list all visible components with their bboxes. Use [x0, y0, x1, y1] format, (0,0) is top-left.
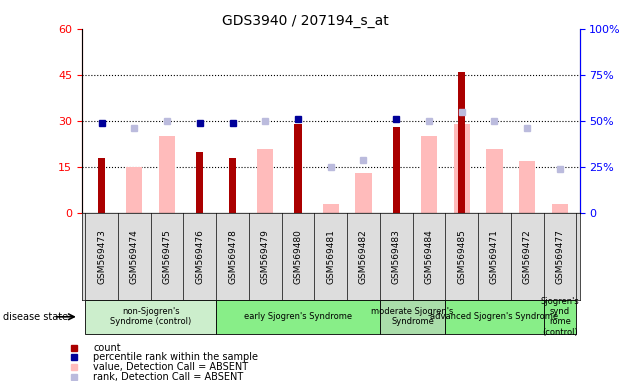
Text: disease state: disease state [3, 312, 68, 322]
Text: GSM569472: GSM569472 [523, 229, 532, 284]
Text: rank, Detection Call = ABSENT: rank, Detection Call = ABSENT [93, 372, 244, 382]
Bar [552, 204, 568, 213]
Text: GSM569481: GSM569481 [326, 229, 335, 284]
Bar [196, 152, 203, 213]
Bar [216, 300, 380, 334]
Text: GSM569471: GSM569471 [490, 229, 499, 284]
Bar [380, 300, 445, 334]
Bar [98, 158, 105, 213]
Text: advanced Sjogren's Syndrome: advanced Sjogren's Syndrome [430, 312, 559, 321]
Text: GSM569478: GSM569478 [228, 229, 237, 284]
Text: non-Sjogren's
Syndrome (control): non-Sjogren's Syndrome (control) [110, 307, 192, 326]
Bar [355, 173, 372, 213]
Bar [85, 300, 216, 334]
Bar [454, 124, 470, 213]
Text: GSM569480: GSM569480 [294, 229, 302, 284]
Text: moderate Sjogren's
Syndrome: moderate Sjogren's Syndrome [372, 307, 454, 326]
Text: value, Detection Call = ABSENT: value, Detection Call = ABSENT [93, 362, 249, 372]
Text: early Sjogren's Syndrome: early Sjogren's Syndrome [244, 312, 352, 321]
Bar [323, 204, 339, 213]
Bar [519, 161, 536, 213]
Text: GSM569476: GSM569476 [195, 229, 204, 284]
Text: GSM569475: GSM569475 [163, 229, 171, 284]
Bar [544, 300, 576, 334]
Text: GSM569482: GSM569482 [359, 229, 368, 284]
Bar [159, 136, 175, 213]
Text: GSM569484: GSM569484 [425, 229, 433, 284]
Bar [421, 136, 437, 213]
Bar [392, 127, 400, 213]
Bar [445, 300, 544, 334]
Title: GDS3940 / 207194_s_at: GDS3940 / 207194_s_at [222, 14, 389, 28]
Text: GSM569477: GSM569477 [556, 229, 564, 284]
Bar [229, 158, 236, 213]
Text: GSM569474: GSM569474 [130, 229, 139, 284]
Text: percentile rank within the sample: percentile rank within the sample [93, 352, 258, 362]
Text: count: count [93, 343, 121, 353]
Bar [458, 72, 466, 213]
Bar [486, 149, 503, 213]
Text: Sjogren's
synd
rome
(control): Sjogren's synd rome (control) [541, 297, 580, 337]
Text: GSM569473: GSM569473 [97, 229, 106, 284]
Text: GSM569479: GSM569479 [261, 229, 270, 284]
Text: GSM569485: GSM569485 [457, 229, 466, 284]
Bar [126, 167, 142, 213]
Bar [294, 124, 302, 213]
Text: GSM569483: GSM569483 [392, 229, 401, 284]
Bar [257, 149, 273, 213]
